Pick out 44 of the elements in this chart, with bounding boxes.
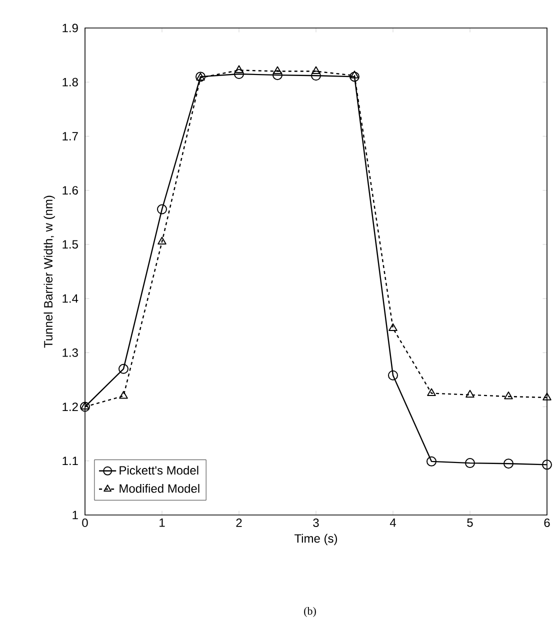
point	[503, 458, 514, 469]
y-tick-label: 1.3	[62, 348, 78, 357]
point	[273, 66, 282, 74]
point	[427, 388, 436, 396]
y-tick-label: 1	[72, 510, 78, 520]
x-tick-label: 5	[467, 518, 473, 527]
text: (b)	[304, 607, 316, 617]
point	[466, 390, 474, 398]
point	[426, 456, 436, 466]
x-tick-label: 6	[544, 518, 550, 528]
point	[156, 204, 167, 214]
y-tick-label: 1.2	[62, 402, 78, 411]
x-tick-label: 4	[390, 518, 396, 527]
y-tick-label: 1.4	[62, 294, 78, 303]
x-tick-label: 3	[313, 518, 319, 528]
point	[234, 68, 244, 79]
point	[464, 458, 475, 468]
y-tick-label: 1.8	[62, 78, 78, 86]
point	[118, 364, 128, 374]
point	[310, 70, 321, 81]
point	[234, 65, 244, 73]
point	[504, 391, 513, 400]
point	[312, 66, 320, 74]
y-tick-label: 1.7	[62, 132, 78, 140]
y-axis-title: Tunnel Barrier Width, w (nm)	[44, 196, 55, 348]
point	[158, 236, 166, 244]
point	[542, 460, 552, 470]
point	[388, 370, 398, 380]
legend-label: Pickett's Model	[120, 466, 198, 475]
point	[388, 323, 398, 332]
y-tick-label: 1.9	[62, 24, 78, 32]
x-tick-label: 2	[236, 518, 242, 527]
x-tick-label: 1	[160, 518, 165, 527]
y-tick-label: 1.1	[62, 456, 78, 466]
x-tick-label: 0	[82, 518, 88, 528]
point	[350, 70, 359, 78]
y-tick-label: 1.5	[62, 240, 78, 249]
y-tick-label: 1.6	[62, 186, 78, 195]
legend-label: Modified Model	[120, 484, 200, 493]
point	[542, 392, 552, 400]
point	[119, 390, 128, 399]
point	[272, 70, 282, 80]
x-axis-title: Time (s)	[294, 534, 338, 546]
point	[349, 72, 360, 82]
